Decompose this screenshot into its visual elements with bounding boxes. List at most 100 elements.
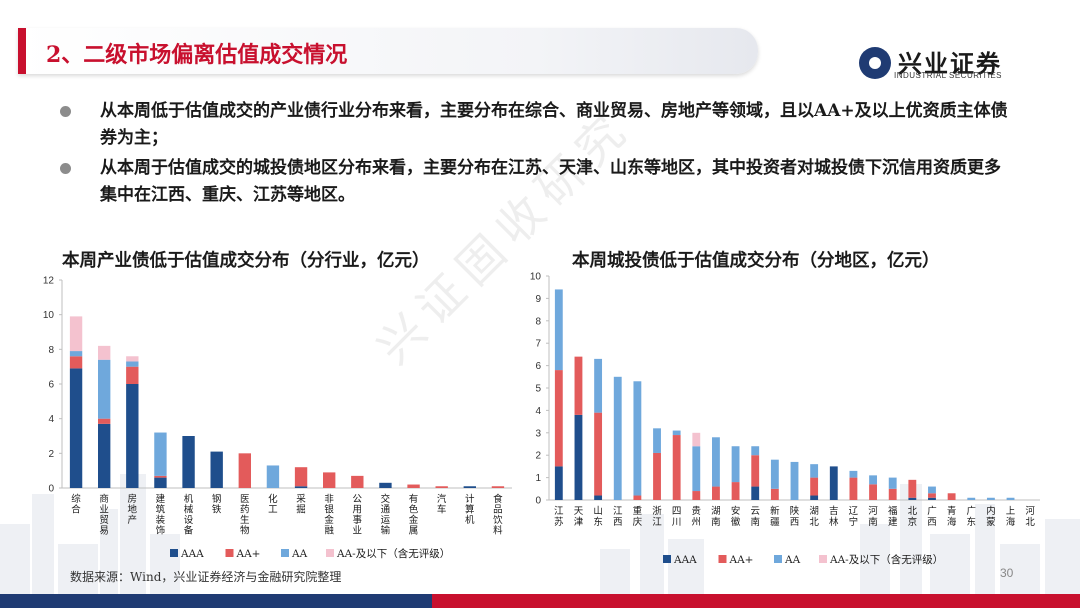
page-number: 30 xyxy=(1000,566,1014,580)
bar-segment xyxy=(731,482,740,500)
x-category-label: 建 xyxy=(156,493,166,505)
bar-segment xyxy=(810,464,819,478)
x-category-label: 津 xyxy=(574,517,584,528)
x-category-label: 车 xyxy=(437,504,447,516)
x-category-label: 川 xyxy=(672,517,682,528)
x-category-label: 青 xyxy=(947,505,957,517)
x-category-label: 非 xyxy=(324,493,334,505)
bar-segment xyxy=(810,495,819,500)
bullet-text: 从本周于估值成交的城投债地区分布来看，主要分布在江苏、天津、山东等地区，其中投资… xyxy=(100,158,1001,205)
x-category-label: 生 xyxy=(240,514,250,526)
y-tick-label: 10 xyxy=(530,272,542,283)
x-category-label: 算 xyxy=(465,504,475,516)
footer-band xyxy=(0,594,1080,608)
x-category-label: 州 xyxy=(692,517,702,528)
bar-segment xyxy=(810,477,819,496)
bar-segment xyxy=(653,428,661,453)
x-category-label: 河 xyxy=(1025,505,1035,517)
legend-swatch xyxy=(281,549,289,557)
x-category-label: 械 xyxy=(184,504,194,516)
x-category-label: 东 xyxy=(967,516,977,528)
bar-segment xyxy=(323,472,336,488)
chart-industry: 024681012综合商业贸易房地产建筑装饰机械设备钢铁医药生物化工采掘非银金融… xyxy=(43,276,512,560)
bar-segment xyxy=(491,486,505,488)
x-category-label: 疆 xyxy=(770,517,780,528)
x-category-label: 贸 xyxy=(99,514,109,526)
bar-segment xyxy=(692,491,701,500)
bar-segment xyxy=(869,484,877,500)
bar-segment xyxy=(69,368,83,488)
bar-segment xyxy=(98,423,111,488)
x-category-label: 宁 xyxy=(849,516,859,528)
brand-logo: 兴业证券 INDUSTRIAL SECURITIES xyxy=(858,44,1028,84)
bar-segment xyxy=(574,414,583,500)
x-category-label: 湖 xyxy=(809,506,819,517)
x-category-label: 海 xyxy=(1006,516,1016,528)
x-category-label: 京 xyxy=(908,516,918,528)
bar-segment xyxy=(98,418,111,424)
bar-segment xyxy=(294,486,308,488)
legend-label: AA xyxy=(784,554,801,566)
x-category-label: 西 xyxy=(790,517,800,528)
bar-segment xyxy=(98,345,111,360)
bar-segment xyxy=(69,356,83,369)
y-tick-label: 9 xyxy=(535,294,541,305)
x-category-label: 重 xyxy=(633,505,643,517)
bar-segment xyxy=(751,446,760,456)
x-category-label: 料 xyxy=(493,525,503,537)
bar-segment xyxy=(554,466,563,500)
bullet-dot-icon xyxy=(60,163,71,174)
y-tick-label: 2 xyxy=(535,451,541,462)
legend-label: AAA xyxy=(180,548,204,560)
x-category-label: 事 xyxy=(353,514,363,526)
x-category-label: 东 xyxy=(593,516,603,528)
legend-label: AAA xyxy=(673,554,697,566)
x-category-label: 南 xyxy=(750,516,760,528)
bar-segment xyxy=(594,358,603,413)
x-category-label: 综 xyxy=(71,493,81,505)
bar-segment xyxy=(888,477,897,489)
x-category-label: 云 xyxy=(750,506,760,517)
bar-segment xyxy=(154,432,167,476)
bar-segment xyxy=(554,370,563,467)
x-category-label: 采 xyxy=(296,494,306,505)
x-category-label: 物 xyxy=(240,525,250,537)
bar-segment xyxy=(1006,497,1015,500)
legend-swatch xyxy=(819,555,827,563)
bar-segment xyxy=(613,376,622,500)
bar-segment xyxy=(435,486,448,488)
x-category-label: 商 xyxy=(99,493,109,505)
bar-segment xyxy=(986,497,995,500)
bar-segment xyxy=(554,289,563,371)
x-category-label: 北 xyxy=(1025,517,1035,528)
bar-segment xyxy=(633,495,642,500)
brand-name-cn: 兴业证券 xyxy=(898,49,1002,78)
bar-segment xyxy=(126,361,139,367)
bar-segment xyxy=(712,486,720,500)
bar-segment xyxy=(379,482,392,488)
x-category-label: 海 xyxy=(947,516,957,528)
bar-segment xyxy=(672,435,681,500)
x-category-label: 食 xyxy=(493,493,503,505)
summary-bullets: 从本周低于估值成交的产业债行业分布来看，主要分布在综合、商业贸易、房地产等领域，… xyxy=(60,98,1010,212)
x-category-label: 苏 xyxy=(554,516,564,528)
bar-segment xyxy=(869,475,877,485)
x-category-label: 产 xyxy=(128,514,138,526)
x-category-label: 徽 xyxy=(731,516,741,528)
bar-segment xyxy=(692,446,701,492)
title-bar: 2、二级市场偏离估值成交情况 xyxy=(18,28,758,74)
bar-segment xyxy=(126,356,139,362)
x-category-label: 湖 xyxy=(711,506,721,517)
bar-segment xyxy=(594,412,603,496)
x-category-label: 有 xyxy=(409,493,419,505)
page-title: 2、二级市场偏离估值成交情况 xyxy=(46,42,348,68)
bar-segment xyxy=(908,479,917,498)
y-tick-label: 6 xyxy=(48,380,54,391)
x-category-label: 林 xyxy=(829,516,839,528)
x-category-label: 上 xyxy=(1006,506,1016,517)
bar-segment xyxy=(928,497,936,500)
bar-segment xyxy=(154,477,167,488)
x-category-label: 江 xyxy=(652,517,662,528)
x-category-label: 机 xyxy=(184,493,194,505)
x-category-label: 机 xyxy=(465,514,475,526)
